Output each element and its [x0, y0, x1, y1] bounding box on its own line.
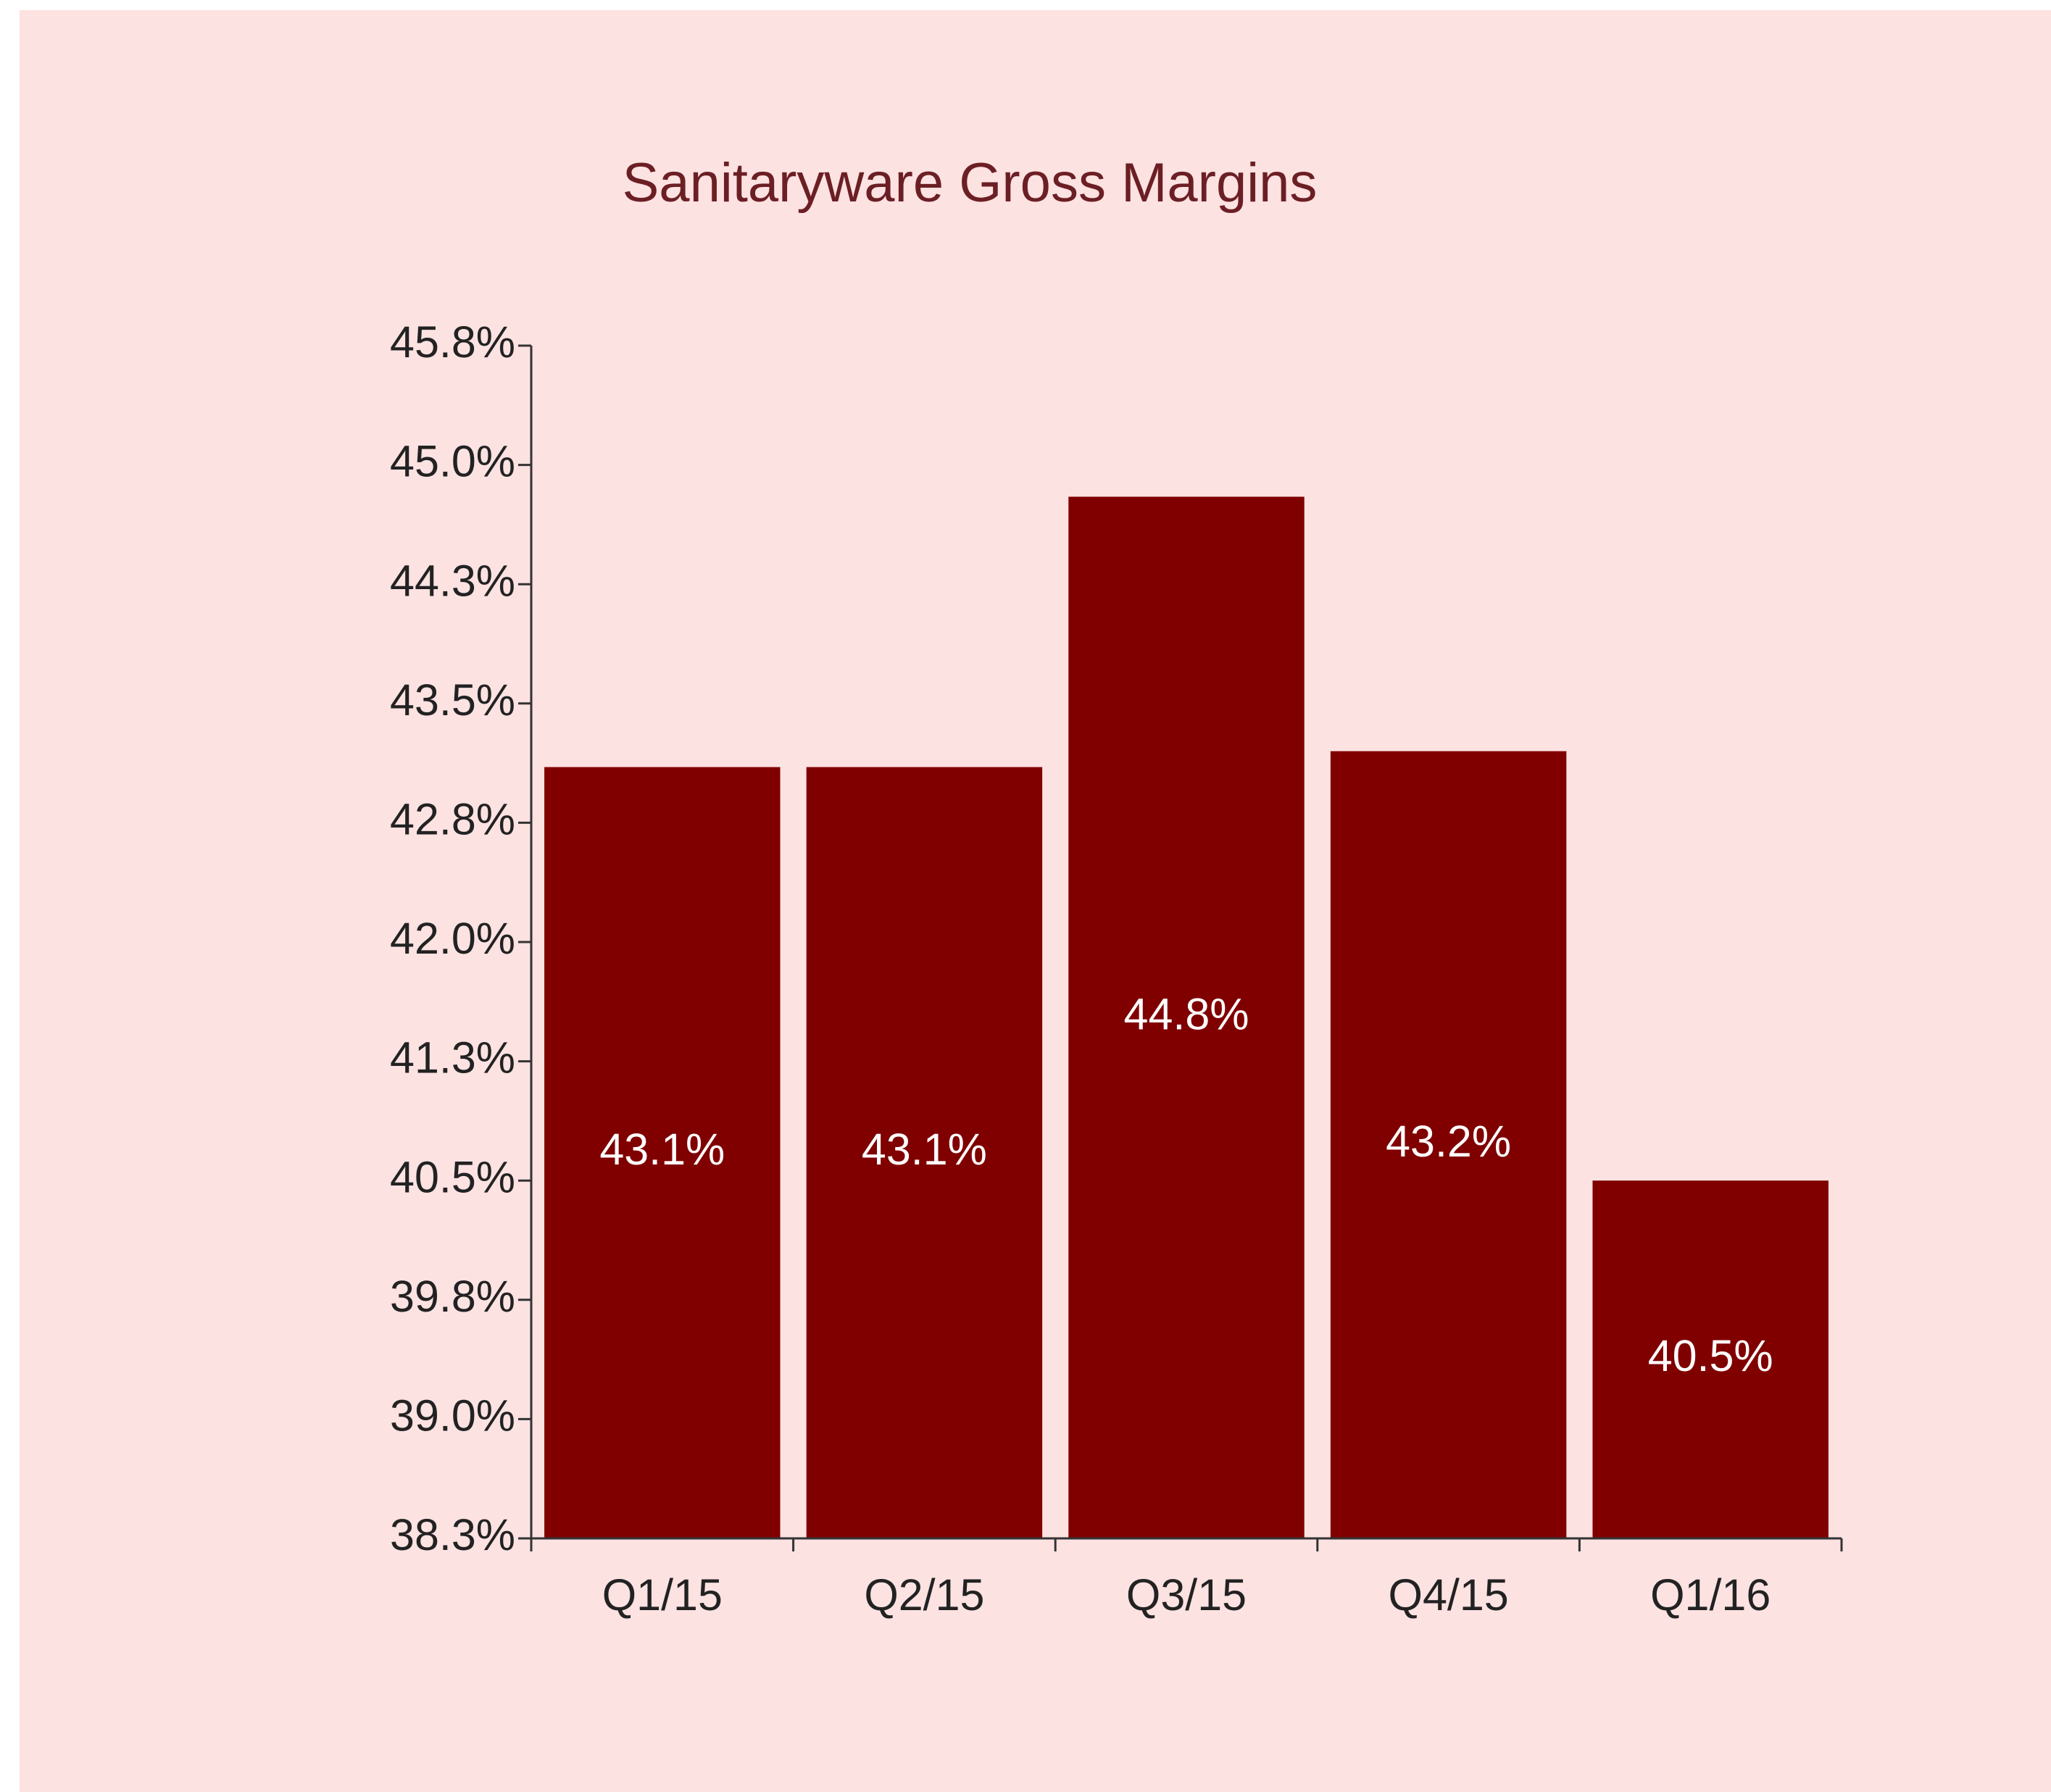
data-label: 43.2%	[1386, 1117, 1511, 1166]
y-tick-label: 45.0%	[390, 437, 515, 486]
bar	[544, 767, 781, 1538]
y-tick-label: 38.3%	[390, 1510, 515, 1559]
y-tick-label: 45.8%	[390, 317, 515, 367]
y-tick-label: 42.8%	[390, 795, 515, 844]
data-label: 44.8%	[1124, 989, 1249, 1038]
y-tick-label: 39.8%	[390, 1272, 515, 1321]
x-tick-label: Q1/16	[1650, 1570, 1771, 1620]
x-tick-label: Q3/15	[1126, 1570, 1247, 1620]
data-label: 40.5%	[1648, 1331, 1773, 1380]
bar	[1592, 1180, 1829, 1538]
y-tick-label: 44.3%	[390, 556, 515, 605]
bar	[806, 767, 1043, 1538]
chart-title: Sanitaryware Gross Margins	[623, 152, 1318, 214]
y-tick-label: 40.5%	[390, 1152, 515, 1201]
data-label: 43.1%	[862, 1125, 987, 1174]
y-tick-label: 41.3%	[390, 1033, 515, 1083]
x-tick-label: Q2/15	[864, 1570, 984, 1620]
x-tick-label: Q1/15	[602, 1570, 723, 1620]
x-tick-label: Q4/15	[1389, 1570, 1509, 1620]
y-tick-label: 43.5%	[390, 675, 515, 725]
y-tick-label: 39.0%	[390, 1391, 515, 1441]
bar	[1330, 751, 1567, 1538]
bar	[1068, 496, 1305, 1538]
data-label: 43.1%	[599, 1125, 725, 1174]
y-tick-label: 42.0%	[390, 914, 515, 963]
